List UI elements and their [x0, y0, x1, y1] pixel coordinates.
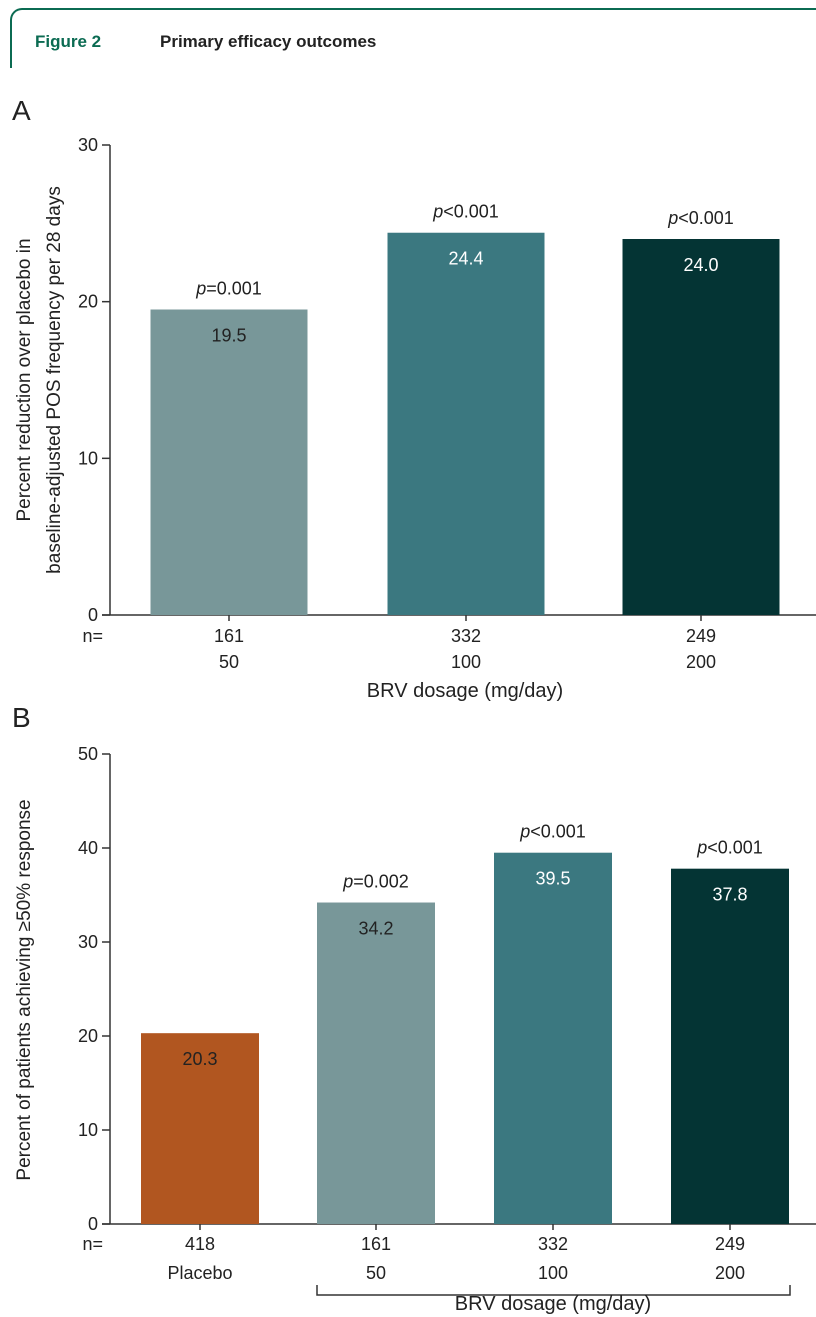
panel-a-n-value: 161	[214, 626, 244, 646]
panel-a-bar	[387, 232, 545, 615]
figure-title: Primary efficacy outcomes	[160, 32, 377, 51]
panel-b-n-value: 249	[715, 1234, 745, 1254]
panel-a-bar	[622, 239, 780, 615]
panel-b-value-label: 34.2	[358, 919, 393, 939]
panel-b-n-value: 332	[538, 1234, 568, 1254]
panel-b-value-label: 37.8	[712, 885, 747, 905]
panel-b-n-value: 418	[185, 1234, 215, 1254]
panel-a-n-prefix: n=	[82, 626, 103, 646]
figure-number: Figure 2	[35, 32, 102, 51]
panel-a-bar	[150, 309, 308, 615]
panel-a-x-axis-label: BRV dosage (mg/day)	[367, 680, 563, 702]
panel-a-category-label: 50	[219, 652, 239, 672]
panel-b-y-axis-label: Percent of patients achieving ≥50% respo…	[14, 799, 35, 1180]
panel-b-letter: B	[12, 702, 31, 733]
panel-a-p-value: p<0.001	[667, 208, 734, 228]
panel-b-p-value: p<0.001	[519, 822, 586, 842]
panel-b-y-tick-label: 50	[78, 744, 98, 764]
panel-a-y-tick-label: 30	[78, 135, 98, 155]
panel-b-bar	[141, 1033, 259, 1224]
panel-a-value-label: 24.4	[448, 249, 483, 269]
panel-b-n-value: 161	[361, 1234, 391, 1254]
panel-a-n-value: 332	[451, 626, 481, 646]
panel-a-y-axis-label: Percent reduction over placebo in	[14, 238, 35, 521]
panel-a-y-tick-label: 10	[78, 448, 98, 468]
panel-a-category-label: 100	[451, 652, 481, 672]
panel-b-category-label: 50	[366, 1263, 386, 1283]
panel-a-value-label: 24.0	[683, 255, 718, 275]
panel-b-dosage-bracket	[316, 1285, 791, 1296]
panel-a-p-value: p=0.001	[195, 279, 262, 299]
panel-a-n-value: 249	[686, 626, 716, 646]
panel-a-value-label: 19.5	[211, 326, 246, 346]
panel-b-bar	[671, 868, 789, 1224]
panel-b-x-axis-label: BRV dosage (mg/day)	[455, 1293, 651, 1315]
panel-a-letter: A	[12, 95, 31, 126]
panel-b-y-tick-label: 40	[78, 838, 98, 858]
panel-b-value-label: 39.5	[535, 869, 570, 889]
panel-b-p-value: p=0.002	[342, 872, 409, 892]
figure-header-frame	[10, 8, 816, 68]
panel-a-y-axis-label: baseline-adjusted POS frequency per 28 d…	[44, 186, 65, 574]
panel-b-p-value: p<0.001	[696, 838, 763, 858]
panel-b-n-prefix: n=	[82, 1234, 103, 1254]
panel-b-y-tick-label: 20	[78, 1026, 98, 1046]
panel-b-bar	[494, 852, 612, 1224]
panel-a-category-label: 200	[686, 652, 716, 672]
panel-b-value-label: 20.3	[182, 1049, 217, 1069]
panel-b-category-label: Placebo	[167, 1263, 232, 1283]
panel-b-bar	[317, 902, 435, 1224]
panel-b-y-tick-label: 0	[88, 1214, 98, 1234]
panel-a-y-tick-label: 0	[88, 605, 98, 625]
panel-b-category-label: 100	[538, 1263, 568, 1283]
panel-a-p-value: p<0.001	[432, 202, 499, 222]
panel-b-y-tick-label: 10	[78, 1120, 98, 1140]
panel-b-category-label: 200	[715, 1263, 745, 1283]
panel-b-y-tick-label: 30	[78, 932, 98, 952]
panel-a-y-tick-label: 20	[78, 292, 98, 312]
